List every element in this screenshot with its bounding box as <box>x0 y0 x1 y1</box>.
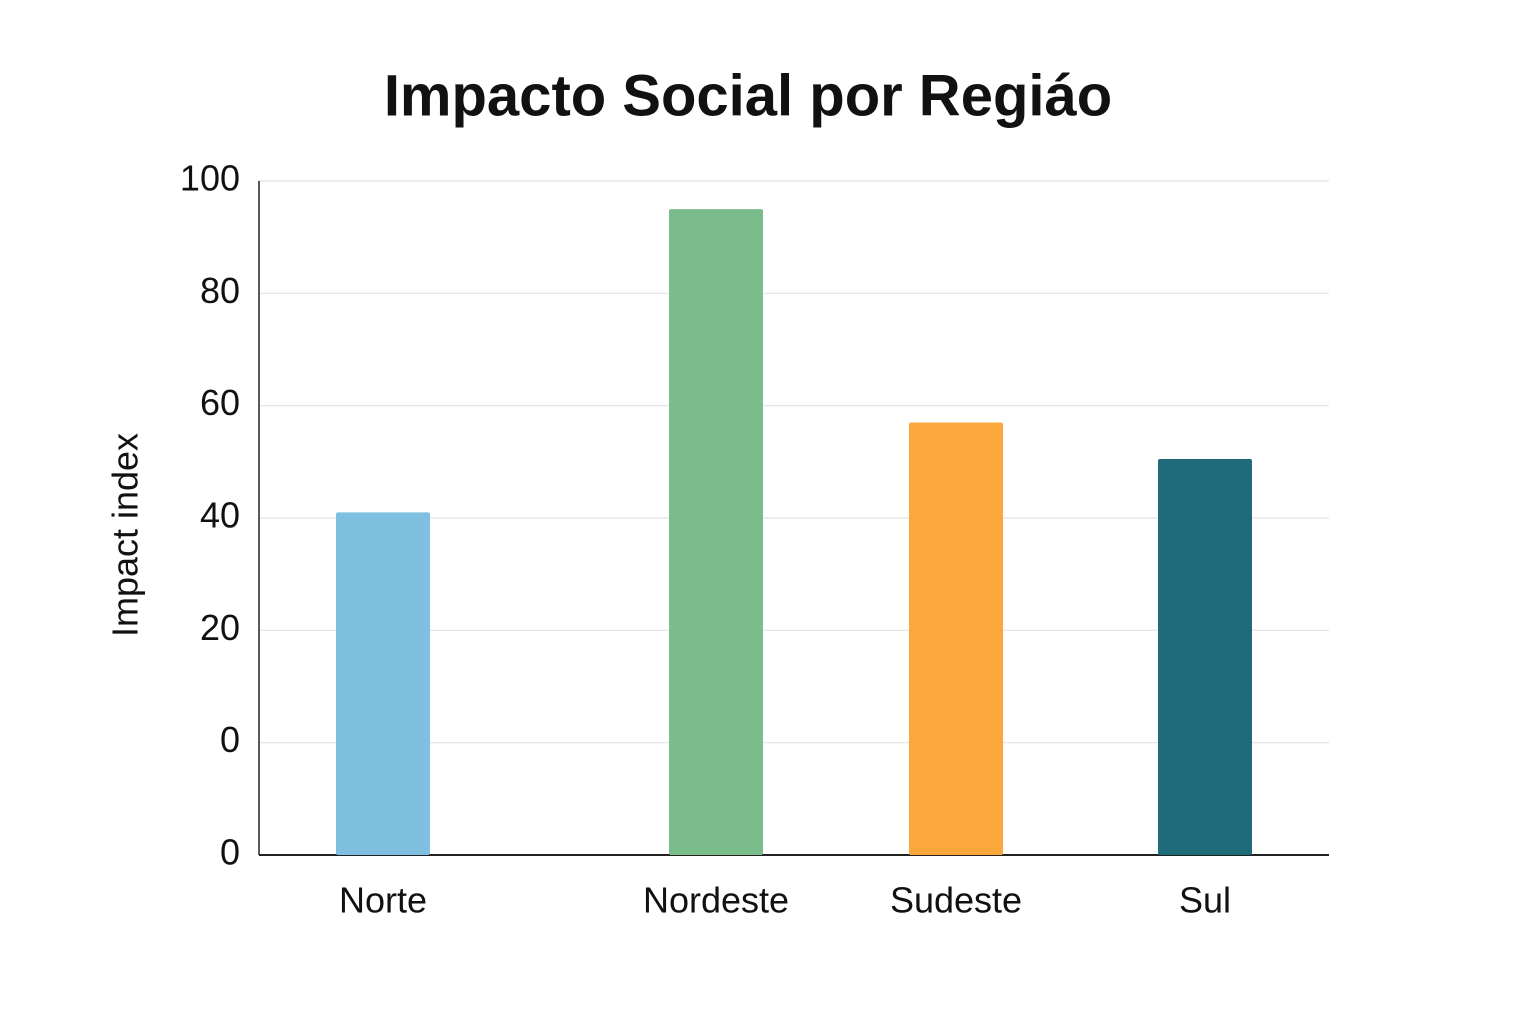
y-tick-label: 0 <box>220 719 240 760</box>
bar <box>909 422 1003 855</box>
y-tick-label: 40 <box>200 495 240 536</box>
y-tick-label: 100 <box>180 158 240 199</box>
y-tick-label: 80 <box>200 270 240 311</box>
y-axis-label: Impact index <box>105 433 146 637</box>
x-tick-label: Norte <box>339 880 427 921</box>
x-tick-label: Sudeste <box>890 880 1022 921</box>
x-tick-label: Nordeste <box>643 880 789 921</box>
chart-title: Impacto Social por Regiáo <box>384 63 1112 128</box>
y-tick-label: 0 <box>220 832 240 873</box>
y-tick-label: 20 <box>200 607 240 648</box>
bar <box>336 512 430 855</box>
y-tick-label: 60 <box>200 382 240 423</box>
bar <box>669 209 763 856</box>
bar <box>1158 459 1252 855</box>
x-tick-label: Sul <box>1179 880 1231 921</box>
